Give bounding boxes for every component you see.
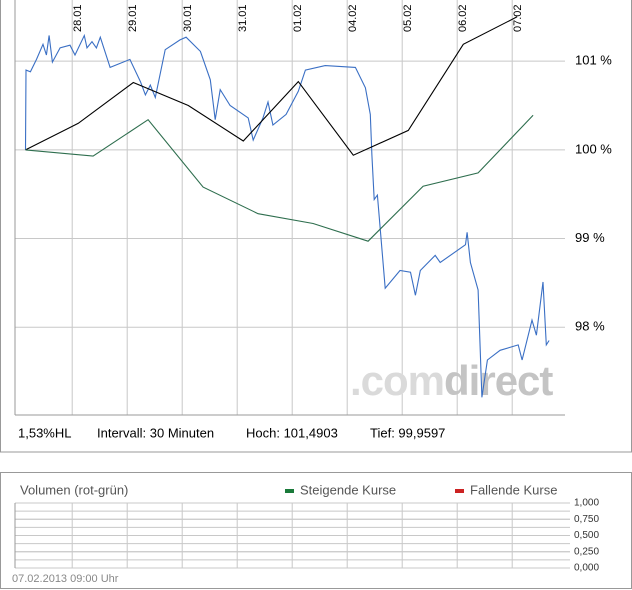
y-tick-label: 0,750 (574, 514, 599, 525)
footer-label: 1,53%HL (18, 425, 71, 440)
legend-marker (455, 489, 464, 493)
legend-label: Steigende Kurse (300, 482, 396, 497)
watermark: .comdirect (350, 357, 553, 404)
line-series (25, 16, 518, 156)
watermark-part: .com (350, 357, 444, 404)
x-tick-label: 31.01 (237, 4, 249, 32)
volume-title: Volumen (rot-grün) (20, 482, 128, 497)
footer-label: Intervall: 30 Minuten (97, 425, 214, 440)
y-tick-label: 100 % (575, 141, 612, 156)
x-tick-label: 28.01 (72, 4, 84, 32)
x-tick-label: 04.02 (347, 4, 359, 32)
y-tick-label: 1,000 (574, 498, 599, 509)
y-tick-label: 0,500 (574, 530, 599, 541)
y-tick-label: 0,000 (574, 563, 599, 574)
footer-label: Tief: 99,9597 (370, 425, 445, 440)
footer-label: Hoch: 101,4903 (246, 425, 338, 440)
x-tick-label: 05.02 (402, 4, 414, 32)
y-tick-label: 0,250 (574, 546, 599, 557)
x-tick-label: 29.01 (127, 4, 139, 32)
line-series (25, 114, 534, 242)
y-tick-label: 101 % (575, 53, 612, 68)
legend-marker (285, 489, 294, 493)
timestamp: 07.02.2013 09:00 Uhr (12, 573, 119, 585)
x-tick-label: 30.01 (182, 4, 194, 32)
line-series (24, 33, 550, 398)
x-tick-label: 01.02 (292, 4, 304, 32)
x-tick-label: 06.02 (457, 4, 469, 32)
watermark-part: direct (444, 357, 553, 404)
y-tick-label: 98 % (575, 319, 605, 334)
y-tick-label: 99 % (575, 230, 605, 245)
x-tick-label: 07.02 (512, 4, 524, 32)
legend-label: Fallende Kurse (470, 482, 557, 497)
